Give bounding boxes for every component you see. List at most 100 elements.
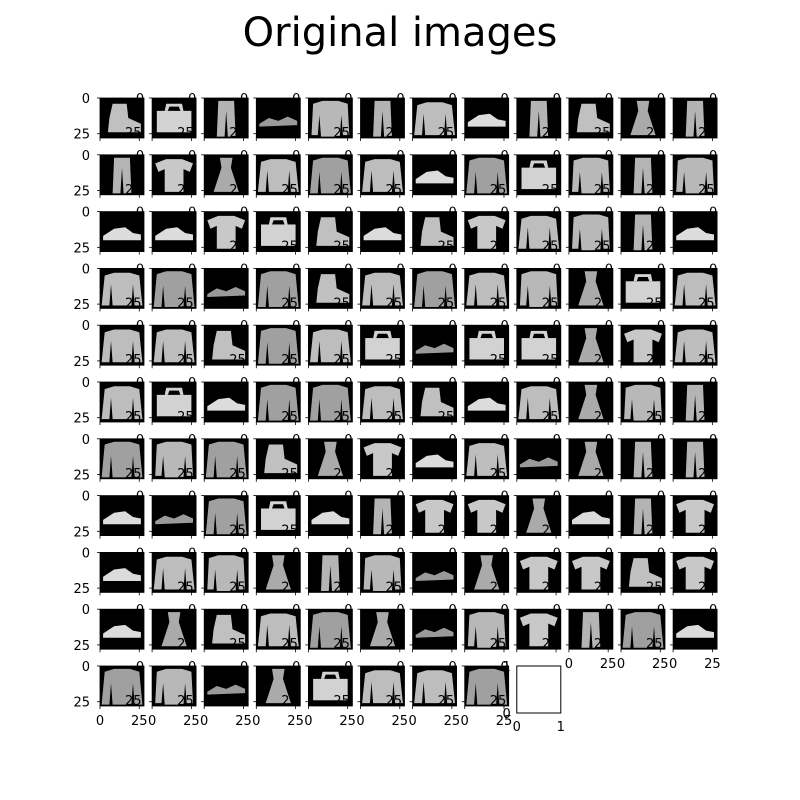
x-tick-label: 25 xyxy=(177,183,194,198)
x-tick-label: 25 xyxy=(542,240,559,255)
sandal-silhouette xyxy=(259,116,298,127)
y-tick-label: 0 xyxy=(605,319,613,334)
trouser-silhouette xyxy=(321,555,340,591)
t-shirt-silhouette xyxy=(519,556,558,590)
trouser-silhouette xyxy=(685,384,705,421)
sneaker-silhouette xyxy=(467,113,506,127)
y-tick-label: 0 xyxy=(605,376,613,391)
image-subplot xyxy=(409,552,458,596)
image-subplot xyxy=(305,552,353,596)
image-subplot xyxy=(253,495,301,539)
ankle-boot-silhouette xyxy=(264,444,298,474)
image-subplot xyxy=(253,381,301,425)
y-tick-label: 0 xyxy=(292,206,300,221)
x-tick-label: 25 xyxy=(490,580,507,595)
x-tick-label: 25 xyxy=(229,183,246,198)
t-shirt-silhouette xyxy=(624,329,662,363)
x-tick-label: 25 xyxy=(333,637,350,652)
y-tick-label: 0 xyxy=(82,546,90,561)
y-tick-label: 0 xyxy=(501,262,509,277)
y-tick-label: 0 xyxy=(396,603,404,618)
image-subplot xyxy=(565,608,614,653)
y-tick-label: 0 xyxy=(709,319,717,334)
y-tick-label: 0 xyxy=(292,92,300,107)
x-tick-label: 25 xyxy=(438,126,455,141)
image-subplot xyxy=(357,97,405,141)
bag-silhouette xyxy=(521,167,557,190)
y-tick-label: 0 xyxy=(448,92,456,107)
y-tick-label: 0 xyxy=(396,660,404,675)
image-subplot xyxy=(461,97,510,141)
pullover-silhouette xyxy=(466,272,508,306)
x-tick-label: 25 xyxy=(125,183,142,198)
y-tick-label: 0 xyxy=(344,603,352,618)
image-subplot xyxy=(670,438,718,482)
x-tick-label: 25 xyxy=(646,183,663,198)
t-shirt-silhouette xyxy=(415,499,454,533)
bag-silhouette xyxy=(268,217,288,225)
sneaker-silhouette xyxy=(676,227,714,241)
y-tick-label: 1 xyxy=(503,660,511,675)
image-subplot xyxy=(618,324,666,369)
image-subplot xyxy=(409,211,458,255)
sandal-silhouette xyxy=(155,514,193,525)
y-tick-label: 0 xyxy=(136,603,144,618)
y-tick-label: 0 xyxy=(553,319,561,334)
y-tick-label: 0 xyxy=(82,149,90,164)
pullover-silhouette xyxy=(101,329,143,363)
pullover-silhouette xyxy=(101,386,143,420)
x-tick-label: 25 xyxy=(646,637,663,652)
image-subplot xyxy=(565,267,614,312)
image-subplot xyxy=(201,324,249,369)
x-tick-label: 25 xyxy=(281,637,298,652)
x-tick-label: 25 xyxy=(542,353,559,368)
y-tick-label: 0 xyxy=(292,546,300,561)
bag-silhouette xyxy=(313,678,348,701)
pullover-silhouette xyxy=(674,329,716,363)
x-tick-label: 25 xyxy=(646,240,663,255)
y-tick-label: 0 xyxy=(188,490,196,505)
x-tick-label: 25 xyxy=(386,240,403,255)
pullover-silhouette xyxy=(414,102,455,136)
x-tick-label: 25 xyxy=(281,353,298,368)
trouser-silhouette xyxy=(685,100,705,137)
y-tick-label: 0 xyxy=(501,149,509,164)
x-tick-label: 25 xyxy=(594,183,611,198)
t-shirt-silhouette xyxy=(676,556,714,590)
image-subplot xyxy=(461,211,510,255)
image-subplot xyxy=(357,324,405,369)
shirt-silhouette xyxy=(155,441,193,478)
y-tick-label: 25 xyxy=(73,525,90,540)
ankle-boot-silhouette xyxy=(420,387,454,417)
y-tick-label: 0 xyxy=(396,319,404,334)
x-tick-label: 25 xyxy=(496,714,513,729)
pullover-silhouette xyxy=(257,613,299,647)
x-tick-label: 25 xyxy=(438,580,455,595)
x-tick-label: 25 xyxy=(229,524,246,539)
x-tick-label: 25 xyxy=(229,637,246,652)
image-subplot xyxy=(357,438,405,482)
image-subplot xyxy=(513,381,562,425)
x-tick-label: 25 xyxy=(698,183,715,198)
y-tick-label: 0 xyxy=(501,490,509,505)
y-tick-label: 0 xyxy=(448,660,456,675)
x-tick-label: 25 xyxy=(125,240,142,255)
sandal-silhouette xyxy=(207,287,246,297)
image-subplot xyxy=(305,324,353,369)
coat-silhouette xyxy=(101,668,143,705)
y-tick-label: 0 xyxy=(292,603,300,618)
image-subplot xyxy=(618,97,666,141)
y-tick-label: 0 xyxy=(240,206,248,221)
image-subplot xyxy=(97,608,145,653)
image-subplot xyxy=(253,97,301,141)
x-tick-label: 25 xyxy=(490,183,507,198)
trouser-silhouette xyxy=(633,214,653,251)
ankle-boot-silhouette xyxy=(212,330,246,360)
pullover-silhouette xyxy=(153,329,195,363)
x-tick-label: 25 xyxy=(177,694,194,709)
sneaker-silhouette xyxy=(103,227,141,241)
image-panel xyxy=(516,438,562,480)
x-tick-label: 25 xyxy=(229,240,246,255)
image-subplot xyxy=(201,267,249,312)
image-subplot xyxy=(201,665,249,709)
